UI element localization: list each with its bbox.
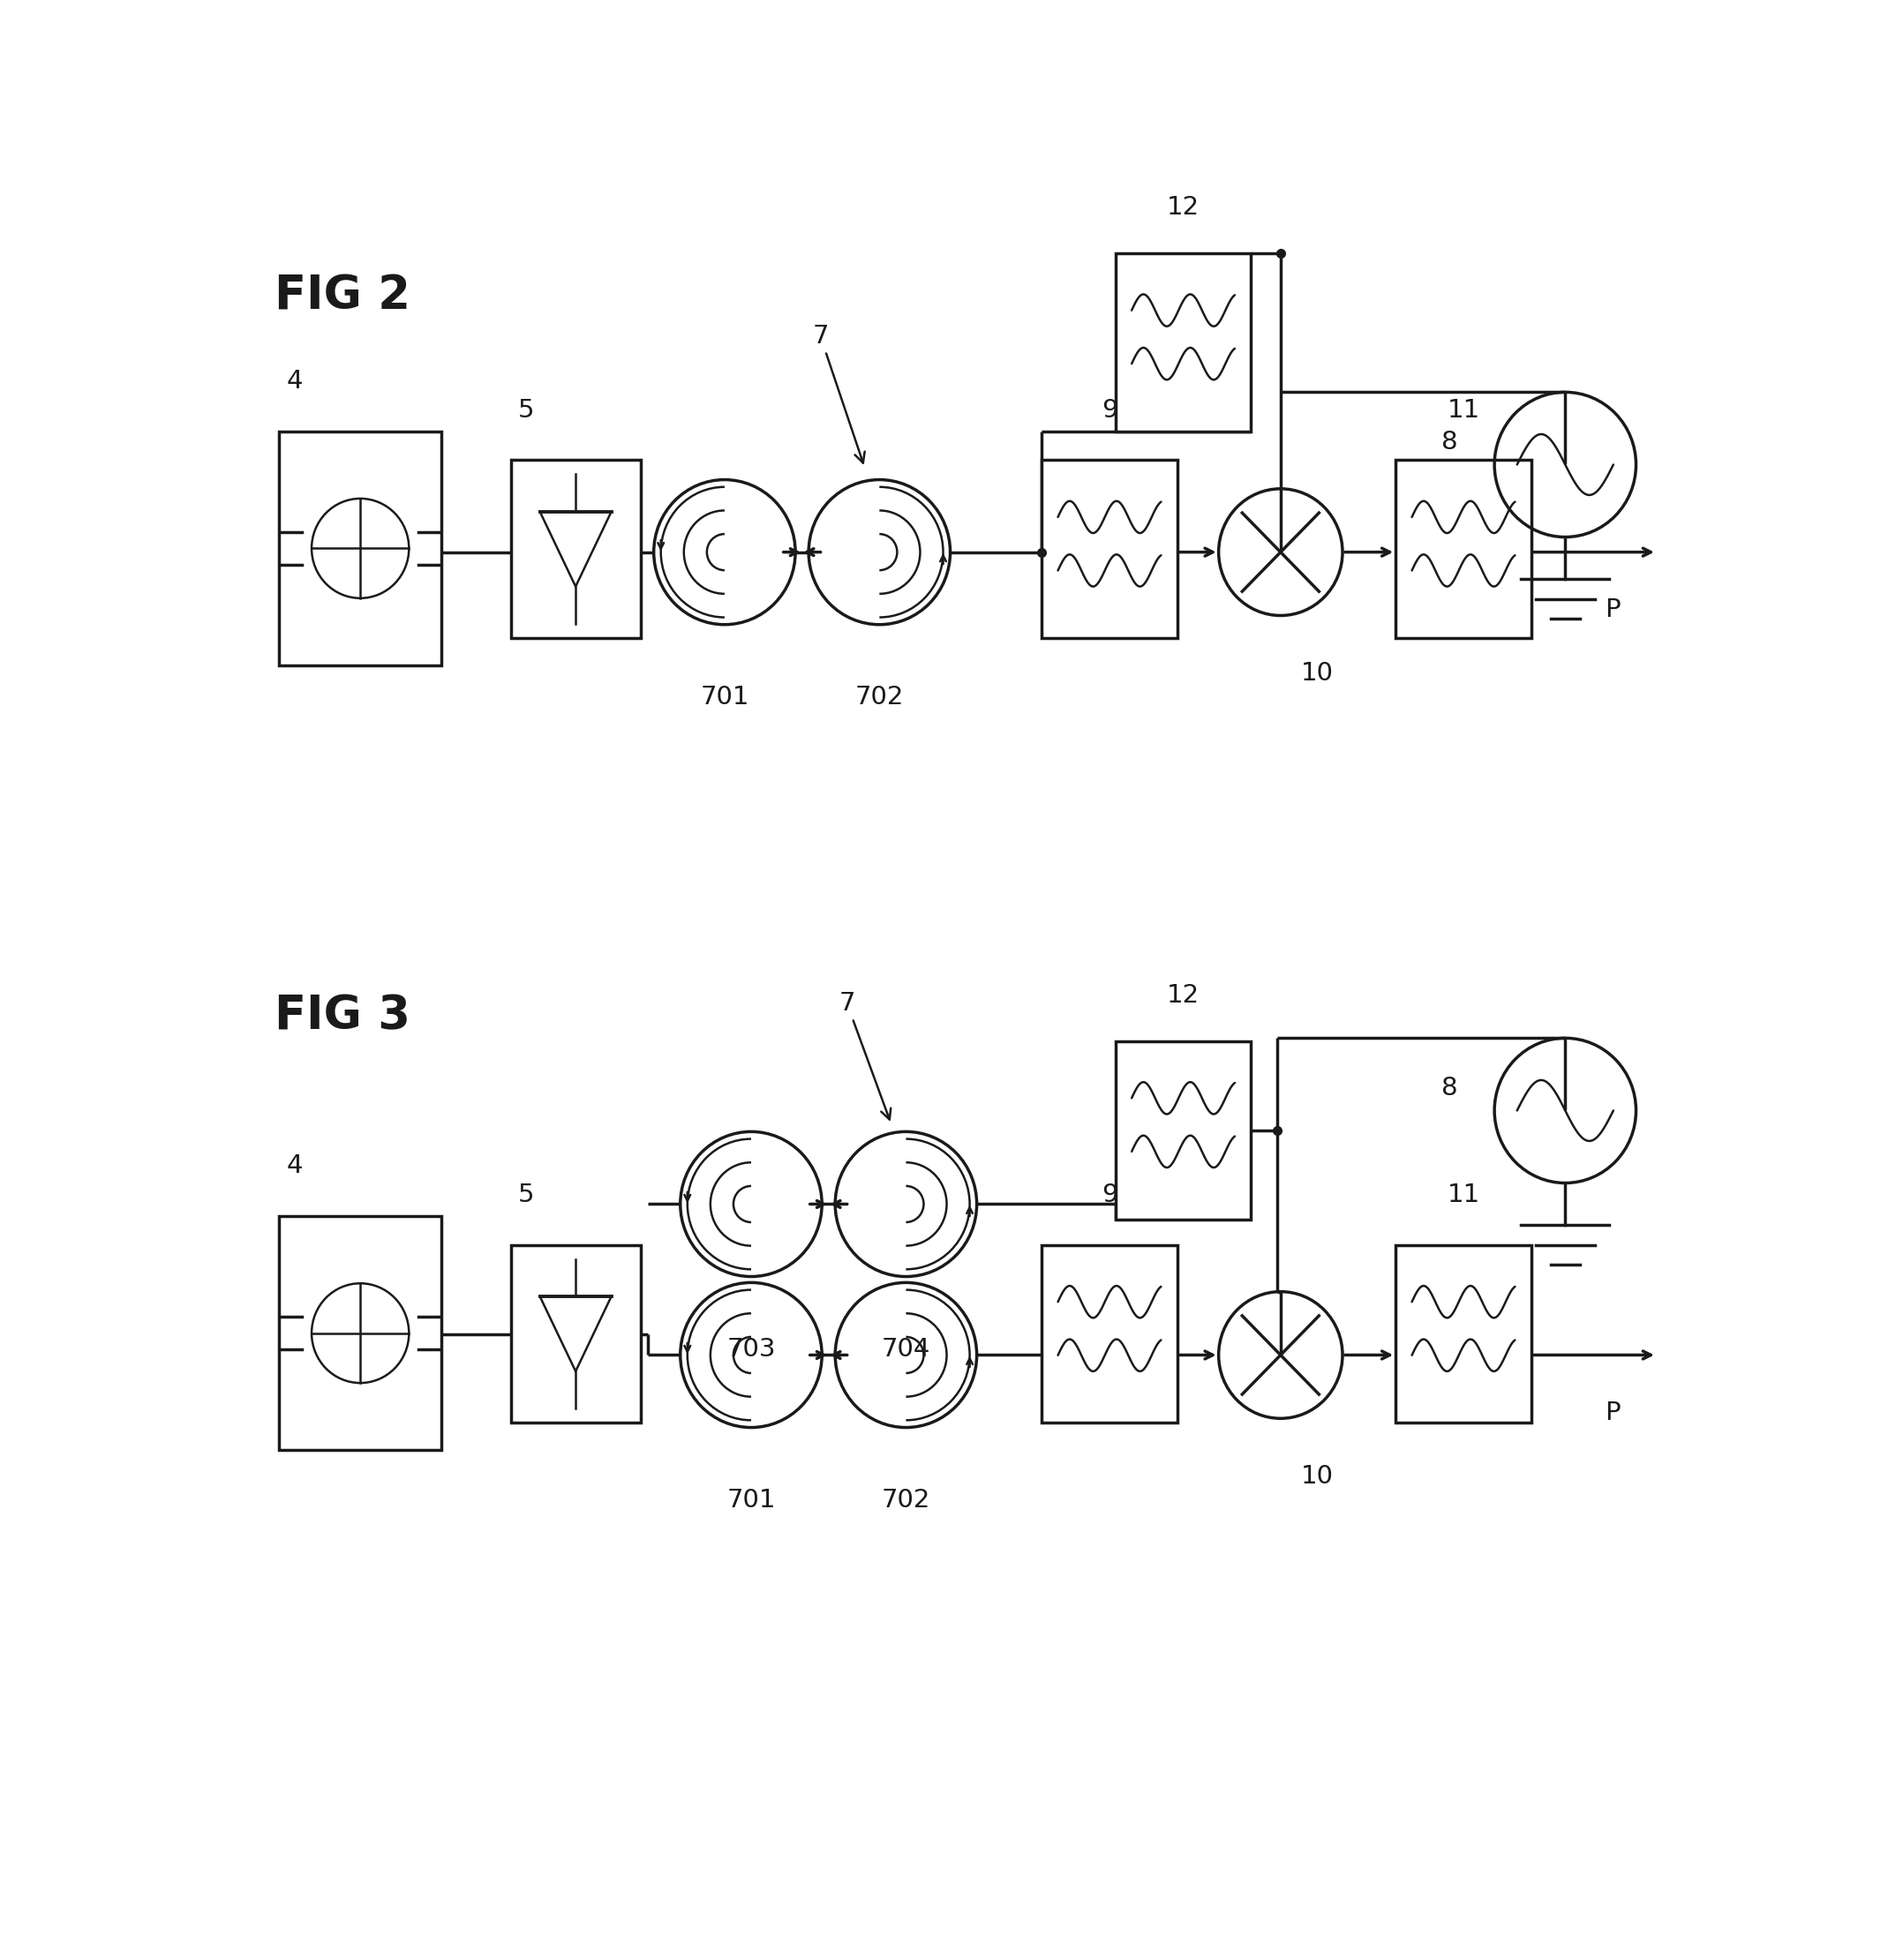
Text: P: P: [1604, 1399, 1621, 1425]
Text: 703: 703: [727, 1337, 776, 1362]
Text: 4: 4: [287, 368, 303, 394]
Text: 7: 7: [839, 992, 891, 1119]
Text: 10: 10: [1302, 1464, 1334, 1488]
Bar: [1115, 253, 1250, 431]
Text: 8: 8: [1441, 1076, 1458, 1100]
Bar: [510, 1245, 641, 1423]
Text: 701: 701: [727, 1488, 776, 1513]
Text: 5: 5: [518, 398, 535, 421]
Bar: [280, 1215, 441, 1450]
Bar: [1115, 1041, 1250, 1219]
Text: 12: 12: [1167, 196, 1199, 220]
Text: 9: 9: [1102, 1182, 1117, 1207]
Text: FIG 2: FIG 2: [274, 272, 411, 319]
Text: 12: 12: [1167, 984, 1199, 1007]
Text: P: P: [1604, 598, 1621, 621]
Bar: [1395, 461, 1532, 639]
Bar: [1041, 461, 1178, 639]
Bar: [1395, 1245, 1532, 1423]
Bar: [1041, 1245, 1178, 1423]
Bar: [280, 431, 441, 664]
Text: 11: 11: [1446, 398, 1481, 421]
Text: 704: 704: [881, 1337, 931, 1362]
Text: 11: 11: [1446, 1182, 1481, 1207]
Text: 8: 8: [1441, 429, 1458, 455]
Text: 4: 4: [287, 1154, 303, 1178]
Text: 702: 702: [881, 1488, 931, 1513]
Text: 701: 701: [700, 684, 750, 710]
Text: 7: 7: [813, 323, 864, 463]
Text: 702: 702: [854, 684, 904, 710]
Bar: [510, 461, 641, 639]
Text: 10: 10: [1302, 661, 1334, 686]
Text: 5: 5: [518, 1182, 535, 1207]
Text: FIG 3: FIG 3: [274, 994, 411, 1039]
Text: 9: 9: [1102, 398, 1117, 421]
